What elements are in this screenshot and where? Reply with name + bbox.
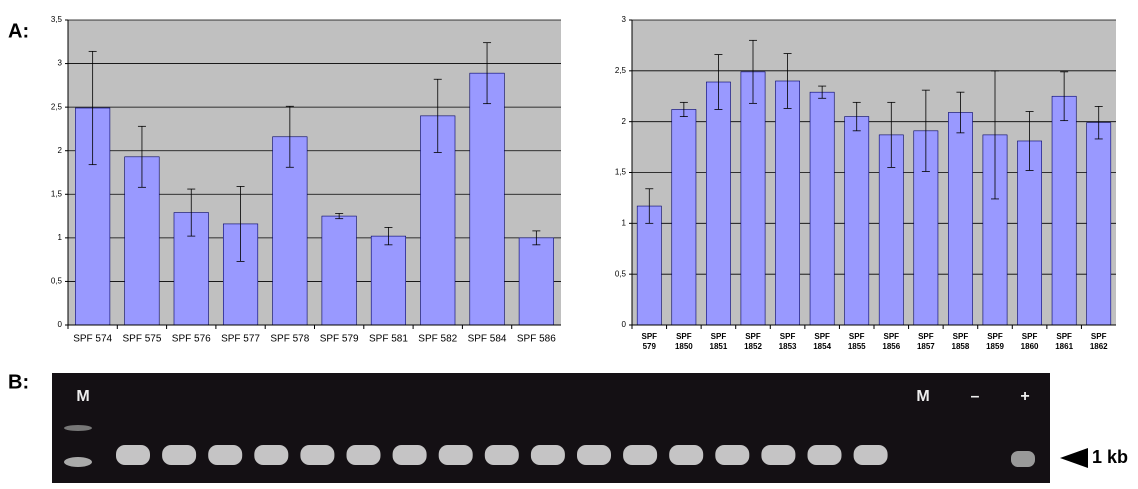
bar [845, 117, 869, 325]
x-tick-label: SPF 576 [172, 334, 211, 345]
band [393, 445, 427, 465]
size-marker: 1 kb [1092, 447, 1128, 467]
x-tick-label: 1853 [779, 342, 797, 351]
band [64, 425, 92, 431]
lane-label: M [916, 388, 929, 405]
x-tick-label: SPF [780, 332, 796, 341]
x-tick-label: 1854 [813, 342, 831, 351]
lane-label: + [1020, 388, 1029, 405]
lane-label: M [76, 388, 89, 405]
y-tick-label: 1 [58, 233, 63, 242]
x-tick-label: 1862 [1090, 342, 1108, 351]
x-tick-label: SPF 579 [320, 334, 359, 345]
y-tick-label: 2,5 [51, 102, 63, 111]
panel-label: B: [8, 371, 29, 393]
x-tick-label: SPF 581 [369, 334, 408, 345]
y-tick-label: 2 [58, 146, 63, 155]
x-tick-label: SPF [1056, 332, 1072, 341]
x-tick-label: SPF [1091, 332, 1107, 341]
bar [371, 236, 406, 325]
arrow [1060, 448, 1088, 468]
band [577, 445, 611, 465]
x-tick-label: SPF [987, 332, 1003, 341]
band [808, 445, 842, 465]
x-tick-label: 1861 [1055, 342, 1073, 351]
y-tick-label: 3 [58, 59, 63, 68]
panel-label: A: [8, 20, 29, 42]
x-tick-label: 1850 [675, 342, 693, 351]
x-tick-label: SPF [814, 332, 830, 341]
band [854, 445, 888, 465]
band [761, 445, 795, 465]
band [254, 445, 288, 465]
y-tick-label: 0 [622, 320, 627, 329]
bar [1087, 123, 1111, 325]
y-tick-label: 1,5 [51, 189, 63, 198]
bar [775, 81, 799, 325]
band [439, 445, 473, 465]
band [531, 445, 565, 465]
band [669, 445, 703, 465]
y-tick-label: 0 [58, 320, 63, 329]
x-tick-label: SPF [711, 332, 727, 341]
band [162, 445, 196, 465]
y-tick-label: 2 [622, 117, 627, 126]
x-tick-label: SPF 575 [122, 334, 161, 345]
x-tick-label: 1856 [882, 342, 900, 351]
x-tick-label: 1860 [1021, 342, 1039, 351]
x-tick-label: 1857 [917, 342, 935, 351]
bar [672, 109, 696, 325]
y-tick-label: 2,5 [615, 66, 627, 75]
bar [706, 82, 730, 325]
band [116, 445, 150, 465]
bar [322, 216, 357, 325]
x-tick-label: SPF [642, 332, 658, 341]
page: {"panel_labels": ["A:", "B:"], "chart_da… [0, 0, 1138, 489]
bar [637, 206, 661, 325]
band [300, 445, 334, 465]
x-tick-label: SPF 586 [517, 334, 556, 345]
x-tick-label: 579 [643, 342, 657, 351]
band [64, 457, 92, 467]
y-tick-label: 1,5 [615, 168, 627, 177]
band [623, 445, 657, 465]
y-tick-label: 0,5 [615, 269, 627, 278]
band [485, 445, 519, 465]
band [1011, 451, 1035, 467]
x-tick-label: SPF 577 [221, 334, 260, 345]
x-tick-label: 1855 [848, 342, 866, 351]
x-tick-label: SPF [918, 332, 934, 341]
x-tick-label: SPF [884, 332, 900, 341]
x-tick-label: 1852 [744, 342, 762, 351]
x-tick-label: 1851 [710, 342, 728, 351]
x-tick-label: SPF [745, 332, 761, 341]
gel-image [52, 373, 1050, 483]
x-tick-label: SPF 582 [418, 334, 457, 345]
x-tick-label: SPF [676, 332, 692, 341]
x-tick-label: SPF [849, 332, 865, 341]
x-tick-label: 1858 [952, 342, 970, 351]
bar [470, 73, 505, 325]
y-tick-label: 1 [622, 218, 627, 227]
y-tick-label: 0,5 [51, 277, 63, 286]
band [715, 445, 749, 465]
x-tick-label: SPF 584 [468, 334, 507, 345]
x-tick-label: 1859 [986, 342, 1004, 351]
bar [810, 92, 834, 325]
x-tick-label: SPF [1022, 332, 1038, 341]
y-tick-label: 3,5 [51, 15, 63, 24]
bar [1052, 96, 1076, 325]
lane-label: – [971, 388, 980, 405]
band [208, 445, 242, 465]
figure: A: B: M M – + 1 kb 0 0,5 1 1,5 2 2,5 3 3,5 SPF 5… [0, 0, 1138, 484]
x-tick-label: SPF 574 [73, 334, 112, 345]
bar [519, 238, 554, 325]
x-tick-label: SPF [953, 332, 969, 341]
band [347, 445, 381, 465]
x-tick-label: SPF 578 [270, 334, 309, 345]
bar [741, 72, 765, 325]
bar [948, 113, 972, 325]
y-tick-label: 3 [622, 15, 627, 24]
